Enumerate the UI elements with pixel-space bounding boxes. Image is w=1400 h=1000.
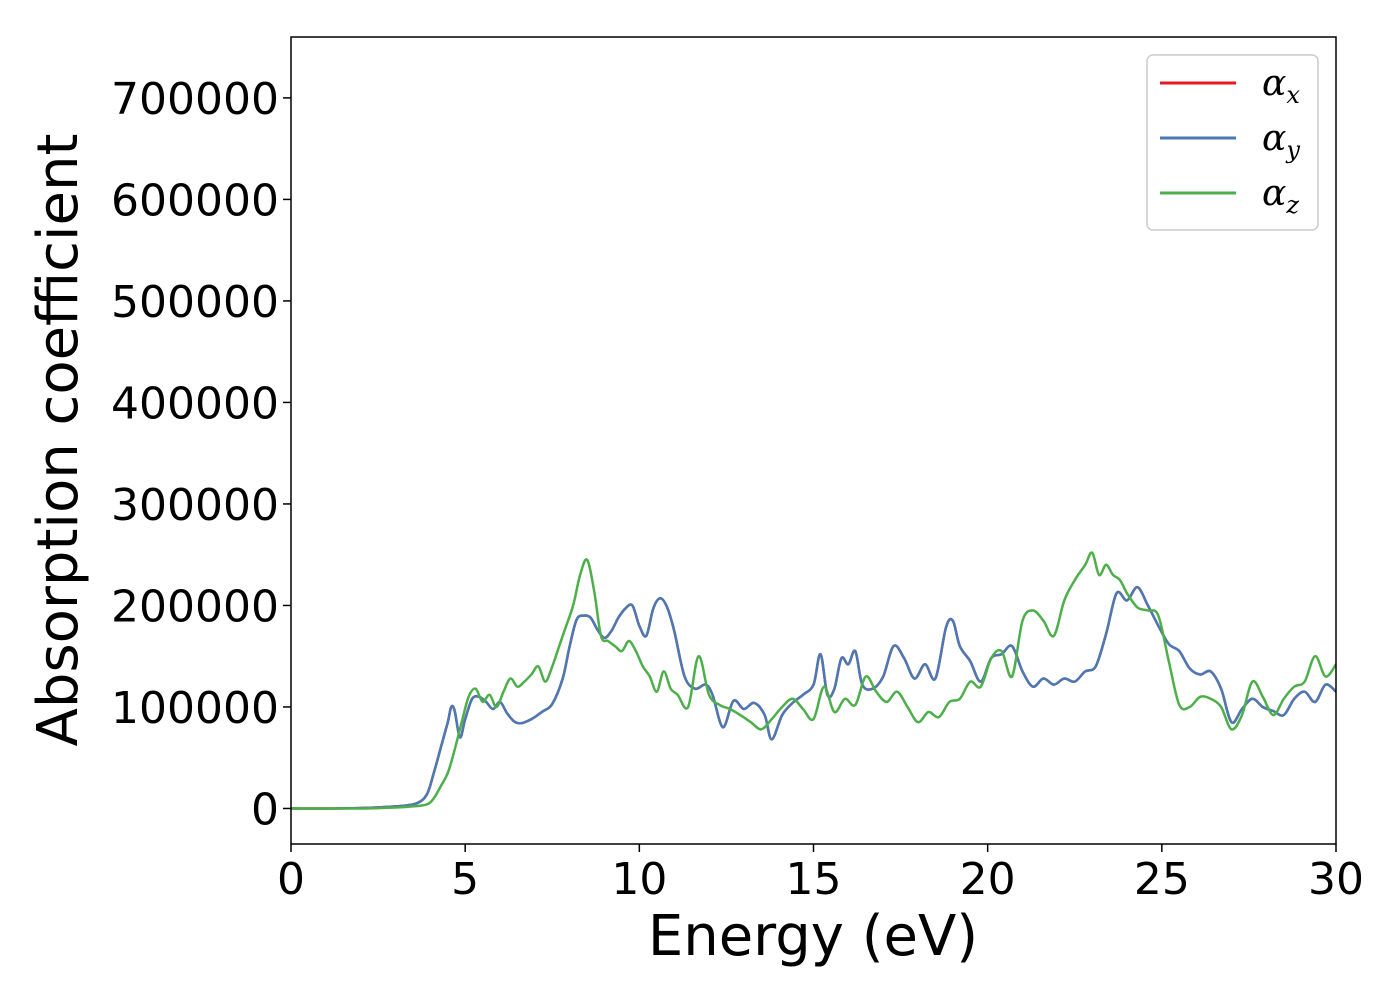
series-line-alpha-y	[291, 585, 1336, 810]
y-tick-label: 600000	[111, 175, 279, 226]
y-tick-label: 500000	[111, 277, 279, 328]
y-tick-label: 400000	[111, 378, 279, 429]
x-axis-title: Energy (eV)	[648, 904, 978, 969]
x-tick-label: 5	[451, 854, 479, 905]
x-tick-label: 20	[960, 854, 1016, 905]
legend-label-alpha-z: αz	[1262, 173, 1299, 219]
legend-box	[1146, 54, 1319, 231]
series-line-alpha-z	[291, 551, 1336, 810]
x-tick-label: 15	[786, 854, 842, 905]
series-lines	[291, 551, 1336, 810]
y-tick-label: 300000	[111, 480, 279, 531]
x-axis-ticks: 0 5 10 15 20 25 30	[277, 844, 1364, 905]
legend-label-alpha-x: αx	[1262, 63, 1300, 109]
legend: αx αy αz	[1146, 54, 1319, 231]
y-tick-label: 100000	[111, 683, 279, 734]
x-tick-label: 30	[1308, 854, 1364, 905]
y-axis-title: Absorption coefficient	[26, 134, 91, 747]
y-axis-ticks: 0 100000 200000 300000 400000 500000 600000 700…	[111, 74, 291, 835]
x-tick-label: 25	[1134, 854, 1190, 905]
x-tick-label: 0	[277, 854, 305, 905]
legend-label-alpha-y: αy	[1262, 118, 1300, 164]
x-tick-label: 10	[611, 854, 667, 905]
y-tick-label: 700000	[111, 74, 279, 125]
y-tick-label: 200000	[111, 581, 279, 632]
y-tick-label: 0	[251, 784, 279, 835]
